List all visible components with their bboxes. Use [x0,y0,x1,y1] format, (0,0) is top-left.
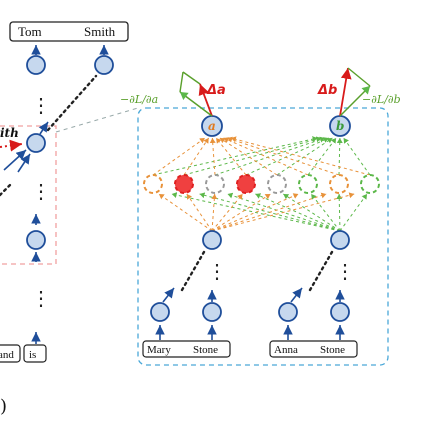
pool-to-hidden-link [211,193,218,232]
dotted-lower-left [0,181,14,197]
bottom-token-box-is [23,344,47,363]
hidden-to-output-link [219,137,278,176]
hidden-layer [143,174,380,194]
pool-to-hidden-link [211,193,243,232]
dotted-diagonal [46,74,98,132]
hidden-to-output-link [343,137,371,176]
pool-to-hidden-link [186,193,213,232]
pool-to-hidden-link [310,193,341,232]
grad-b-connector [347,67,371,87]
arrow-anna-up [290,287,303,303]
pool-to-hidden-link [158,193,213,232]
delta-a-arrow [198,83,213,117]
input-box-mary-stone [142,340,231,358]
arrow-mary-up [162,287,175,303]
dotted-left-group [180,250,206,292]
pool-to-hidden-link [211,193,299,232]
hidden-to-output-links [152,136,371,176]
hidden-to-output-link [152,136,318,176]
hidden-to-output-link [227,136,340,176]
pool-to-hidden-link [339,193,368,232]
bottom-token-is: is [29,349,36,361]
left-node-upper [26,55,46,75]
grad-b-label: −∂L/∂b [362,93,401,106]
pink-dashed-box [0,125,57,265]
pool-to-hidden-link [211,192,327,232]
left-panel: Tom Smith ⋮ ith ⋮ [0,21,129,417]
hidden-node [205,174,225,194]
pool-to-hidden-link [211,192,355,232]
input-token-stone-2: Stone [320,344,345,356]
ellipsis-right-group: ⋮ [335,259,355,283]
hidden-to-output-link [215,137,247,176]
input-node-anna [278,302,298,322]
hidden-to-output-link [214,136,326,176]
zoom-dashed-box [137,107,389,366]
zoom-connector [55,107,139,133]
pool-to-hidden-link [283,193,341,232]
ellipsis-left-group: ⋮ [207,259,227,283]
input-box-anna-stone [269,340,358,358]
hidden-node [360,174,380,194]
hidden-to-output-link [245,137,329,176]
grad-a-connector [182,71,201,85]
central-node [26,133,46,153]
pooled-node-right [330,230,350,250]
hidden-node [329,174,349,194]
hidden-node [236,174,256,194]
left-ellipsis-mid: ⋮ [31,179,51,203]
grad-a-arrow [179,91,213,117]
arrow-into-central-1 [3,149,27,171]
hidden-node [267,174,287,194]
dotted-right-group [308,250,334,292]
bottom-token-and: and [0,349,14,361]
pool-to-hidden-link [171,192,341,232]
input-token-stone-1: Stone [193,344,218,356]
grad-a-label: −∂L/∂a [120,93,158,106]
delta-a-label: Δa [206,83,226,98]
input-token-mary: Mary [147,344,171,356]
hidden-to-output-link [183,137,210,176]
caption-fragment: ) [0,396,7,417]
grad-a-connector-2 [179,71,184,93]
arrow-central-up [38,121,49,135]
pool-to-hidden-link [227,192,341,232]
bottom-token-box-and [0,344,21,363]
input-node-stone-1 [202,302,222,322]
top-token-box [9,21,129,42]
zoom-panel: a b Δa −∂L/∂a Δb −∂L/∂b ⋮ ⋮ [120,67,401,366]
left-ellipsis-upper: ⋮ [31,93,51,117]
pooled-node-left [202,230,222,250]
hidden-node [143,174,163,194]
hidden-node [298,174,318,194]
pool-to-hidden-link [336,193,343,232]
hidden-to-output-link [152,137,206,176]
delta-b-arrow [339,67,352,117]
output-node-a-label: a [208,119,216,133]
input-node-mary [150,302,170,322]
top-token-smith: Smith [84,24,116,39]
hidden-to-output-link [276,137,333,176]
arrow-into-central-2 [17,153,31,173]
delta-b-label: Δb [317,83,337,98]
top-token-tom: Tom [18,24,42,39]
grad-b-arrow [339,85,371,117]
highlight-word-fragment: ith [0,126,19,140]
right-node-upper [94,55,114,75]
left-node-lower [26,230,46,250]
input-node-stone-2 [330,302,350,322]
input-token-anna: Anna [274,344,298,356]
output-node-b-label: b [336,119,344,133]
hidden-node [174,174,194,194]
left-ellipsis-lower: ⋮ [31,286,51,310]
pool-to-hidden-link [211,193,271,232]
pool-to-hidden-links [158,192,368,232]
hidden-to-output-link [336,137,343,176]
red-dotted-arrow [0,139,23,152]
hidden-to-output-link [307,137,337,176]
hidden-to-output-link [209,137,216,176]
